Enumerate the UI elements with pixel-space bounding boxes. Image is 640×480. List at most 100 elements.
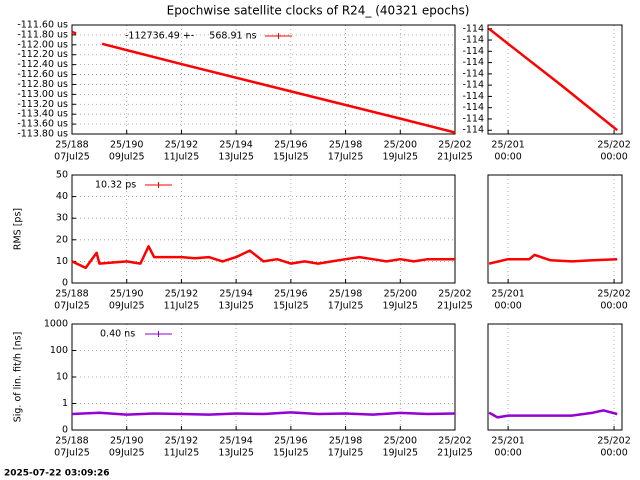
legend-marker <box>155 331 162 337</box>
y-tick-label: -112.40 us <box>17 59 68 70</box>
x-tick-sublabel: 17Jul25 <box>328 301 364 312</box>
plot-frame <box>487 323 623 431</box>
x-tick-label: 25/202 <box>597 289 630 300</box>
x-tick-sublabel: 19Jul25 <box>382 152 418 163</box>
x-tick-label: 25/188 <box>55 289 88 300</box>
x-tick-sublabel: 11Jul25 <box>164 152 200 163</box>
x-tick-label: 25/188 <box>55 140 88 151</box>
x-tick-sublabel: 07Jul25 <box>54 152 90 163</box>
x-tick-sublabel: 13Jul25 <box>218 152 254 163</box>
x-tick-label: 25/188 <box>55 436 88 447</box>
x-tick-sublabel: 17Jul25 <box>328 152 364 163</box>
x-tick-sublabel: 09Jul25 <box>109 448 145 459</box>
x-tick-label: 25/200 <box>384 140 417 151</box>
x-tick-sublabel: 19Jul25 <box>382 448 418 459</box>
x-tick-label: 25/194 <box>219 140 252 151</box>
x-tick-label: 25/192 <box>165 436 198 447</box>
legend-marker <box>275 33 282 39</box>
legend-label: 10.32 ps <box>95 180 136 191</box>
x-tick-label: 25/196 <box>274 140 307 151</box>
y-tick-label: -114 <box>462 80 484 91</box>
x-tick-sublabel: 00:00 <box>600 301 627 312</box>
x-tick-label: 25/200 <box>384 289 417 300</box>
x-tick-label: 25/202 <box>597 140 630 151</box>
x-tick-label: 25/190 <box>110 289 143 300</box>
y-tick-label: -114 <box>462 113 484 124</box>
x-tick-label: 25/201 <box>491 436 524 447</box>
y-tick-label: -114 <box>462 125 484 136</box>
y-tick-label: 0 <box>62 278 68 289</box>
y-tick-label: 10 <box>56 256 68 267</box>
y-tick-label: -111.60 us <box>17 20 68 31</box>
x-tick-sublabel: 15Jul25 <box>273 152 309 163</box>
plot-frame <box>487 174 623 284</box>
x-tick-label: 25/201 <box>491 289 524 300</box>
y-tick-label: 1000 <box>44 319 68 330</box>
y-tick-label: -114 <box>462 23 484 34</box>
timestamp: 2025-07-22 03:09:26 <box>4 469 109 479</box>
plot-frame <box>71 24 456 135</box>
data-line <box>488 27 618 132</box>
data-line <box>488 409 618 419</box>
x-tick-sublabel: 21Jul25 <box>437 448 473 459</box>
x-tick-sublabel: 17Jul25 <box>328 448 364 459</box>
x-tick-sublabel: 00:00 <box>600 448 627 459</box>
x-tick-sublabel: 09Jul25 <box>109 152 145 163</box>
x-tick-sublabel: 00:00 <box>494 301 521 312</box>
x-tick-sublabel: 19Jul25 <box>382 301 418 312</box>
x-tick-sublabel: 15Jul25 <box>273 301 309 312</box>
y-tick-label: -113.80 us <box>17 129 68 140</box>
x-tick-label: 25/202 <box>438 140 471 151</box>
data-line <box>488 253 618 265</box>
x-tick-sublabel: 00:00 <box>600 152 627 163</box>
x-tick-sublabel: 21Jul25 <box>437 301 473 312</box>
x-tick-label: 25/202 <box>438 436 471 447</box>
data-line <box>71 245 455 270</box>
x-tick-label: 25/200 <box>384 436 417 447</box>
x-tick-label: 25/198 <box>329 289 362 300</box>
x-tick-label: 25/198 <box>329 140 362 151</box>
y-tick-label: -114 <box>462 57 484 68</box>
x-tick-sublabel: 09Jul25 <box>109 301 145 312</box>
y-tick-label: -113.20 us <box>17 99 68 110</box>
y-tick-label: 40 <box>56 191 68 202</box>
x-tick-label: 25/196 <box>274 436 307 447</box>
page-title: Epochwise satellite clocks of R24_ (4032… <box>167 4 470 18</box>
legend-label: 0.40 ns <box>100 329 135 340</box>
y-tick-label: -112.00 us <box>17 39 68 50</box>
x-tick-sublabel: 11Jul25 <box>164 448 200 459</box>
data-line <box>71 411 456 416</box>
x-tick-sublabel: 00:00 <box>494 152 521 163</box>
y-tick-label: -113.40 us <box>17 109 68 120</box>
x-tick-sublabel: 11Jul25 <box>164 301 200 312</box>
y-tick-label: -112.60 us <box>17 69 68 80</box>
x-tick-sublabel: 07Jul25 <box>54 448 90 459</box>
x-tick-label: 25/198 <box>329 436 362 447</box>
x-tick-sublabel: 13Jul25 <box>218 301 254 312</box>
y-tick-label: 50 <box>56 170 68 181</box>
y-tick-label: 1 <box>62 398 68 409</box>
x-tick-label: 25/202 <box>438 289 471 300</box>
y-tick-label: 0 <box>62 425 68 436</box>
x-tick-label: 25/192 <box>165 289 198 300</box>
y-tick-label: -114 <box>462 68 484 79</box>
y-tick-label: 30 <box>56 213 68 224</box>
x-tick-label: 25/194 <box>219 289 252 300</box>
data-line <box>71 30 456 134</box>
y-tick-label: 20 <box>56 234 68 245</box>
x-tick-sublabel: 15Jul25 <box>273 448 309 459</box>
x-tick-label: 25/202 <box>597 436 630 447</box>
x-tick-sublabel: 07Jul25 <box>54 301 90 312</box>
y-axis-label: RMS [ps] <box>13 208 24 250</box>
y-tick-label: -113.00 us <box>17 89 68 100</box>
x-tick-label: 25/196 <box>274 289 307 300</box>
x-tick-sublabel: 21Jul25 <box>437 152 473 163</box>
x-tick-label: 25/194 <box>219 436 252 447</box>
legend-marker <box>155 182 162 188</box>
y-tick-label: 10 <box>56 372 68 383</box>
plot-frame <box>487 24 623 135</box>
plot-frame <box>71 174 456 284</box>
y-tick-label: -112.20 us <box>17 49 68 60</box>
y-tick-label: 100 <box>50 345 68 356</box>
